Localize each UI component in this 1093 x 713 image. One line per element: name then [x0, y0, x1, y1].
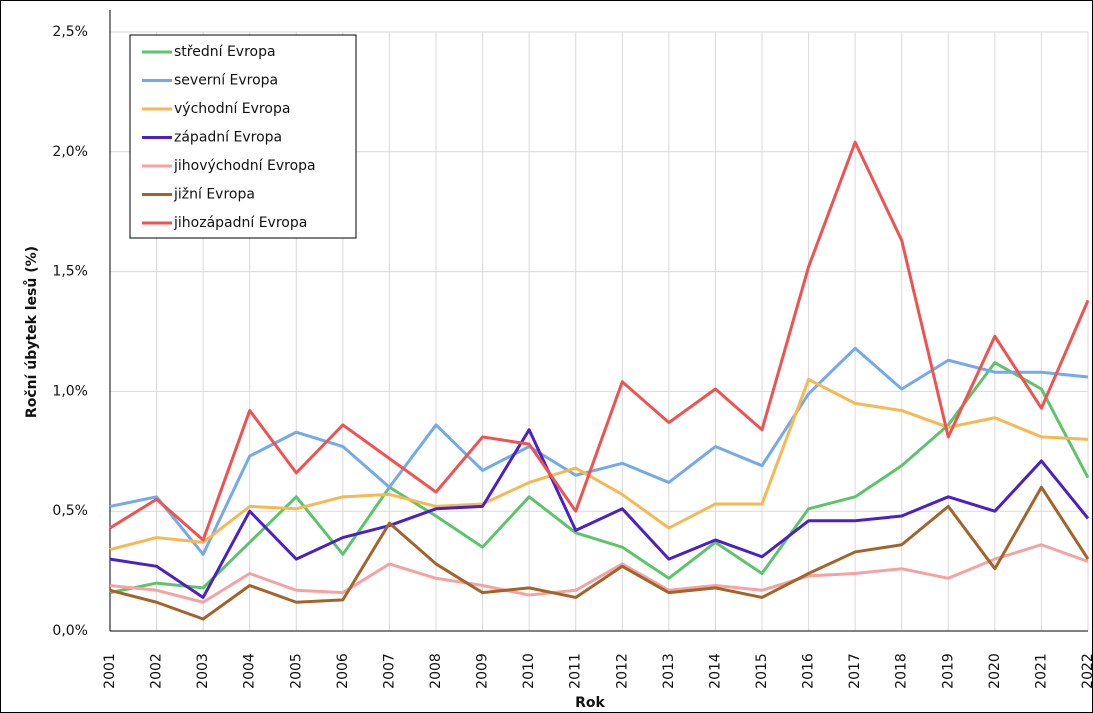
- legend-label: střední Evropa: [174, 44, 276, 60]
- x-tick-label: 2013: [661, 653, 677, 689]
- y-axis-label: Roční úbytek lesů (%): [23, 246, 40, 418]
- x-tick-label: 2020: [987, 653, 1003, 689]
- series-line: [109, 377, 1089, 551]
- series-line: [109, 140, 1090, 542]
- x-tick-label: 2002: [149, 653, 165, 689]
- x-tick-label: 2005: [288, 653, 304, 689]
- series-line: [109, 428, 1090, 599]
- legend-label: severní Evropa: [174, 73, 278, 89]
- x-tick-label: 2021: [1033, 653, 1049, 689]
- legend-label: východní Evropa: [174, 101, 290, 117]
- x-tick-label: 2007: [381, 653, 397, 689]
- x-tick-label: 2019: [940, 653, 956, 689]
- x-tick-label: 2014: [707, 653, 723, 689]
- y-tick-label: 0,5%: [52, 503, 88, 519]
- y-tick-label: 2,0%: [52, 144, 88, 160]
- x-tick-label: 2022: [1080, 653, 1093, 689]
- x-tick-label: 2012: [614, 653, 630, 689]
- x-tick-label: 2004: [242, 653, 258, 689]
- x-tick-label: 2015: [754, 653, 770, 689]
- legend-label: západní Evropa: [174, 130, 282, 146]
- series-line: [109, 543, 1089, 604]
- legend-box: [129, 34, 357, 239]
- x-tick-label: 2008: [428, 653, 444, 689]
- x-tick-label: 2009: [475, 653, 491, 689]
- series-line: [109, 361, 1090, 595]
- legend-label: jihovýchodní Evropa: [173, 158, 316, 174]
- x-tick-label: 2017: [847, 653, 863, 689]
- x-tick-label: 2001: [102, 653, 118, 689]
- legend-label: jihozápadní Evropa: [173, 215, 307, 231]
- x-tick-label: 2016: [801, 653, 817, 689]
- series-line: [109, 485, 1090, 621]
- x-tick-label: 2006: [335, 653, 351, 689]
- x-tick-label: 2003: [195, 653, 211, 689]
- series-line: [109, 346, 1089, 556]
- y-tick-label: 1,5%: [52, 264, 88, 280]
- y-tick-label: 0,0%: [52, 623, 88, 639]
- y-tick-label: 1,0%: [52, 383, 88, 399]
- y-tick-label: 2,5%: [52, 24, 88, 40]
- x-tick-label: 2011: [568, 653, 584, 689]
- x-axis-label: Rok: [575, 695, 605, 711]
- legend-label: jižní Evropa: [173, 187, 255, 203]
- x-tick-label: 2018: [894, 653, 910, 689]
- x-tick-label: 2010: [521, 653, 537, 689]
